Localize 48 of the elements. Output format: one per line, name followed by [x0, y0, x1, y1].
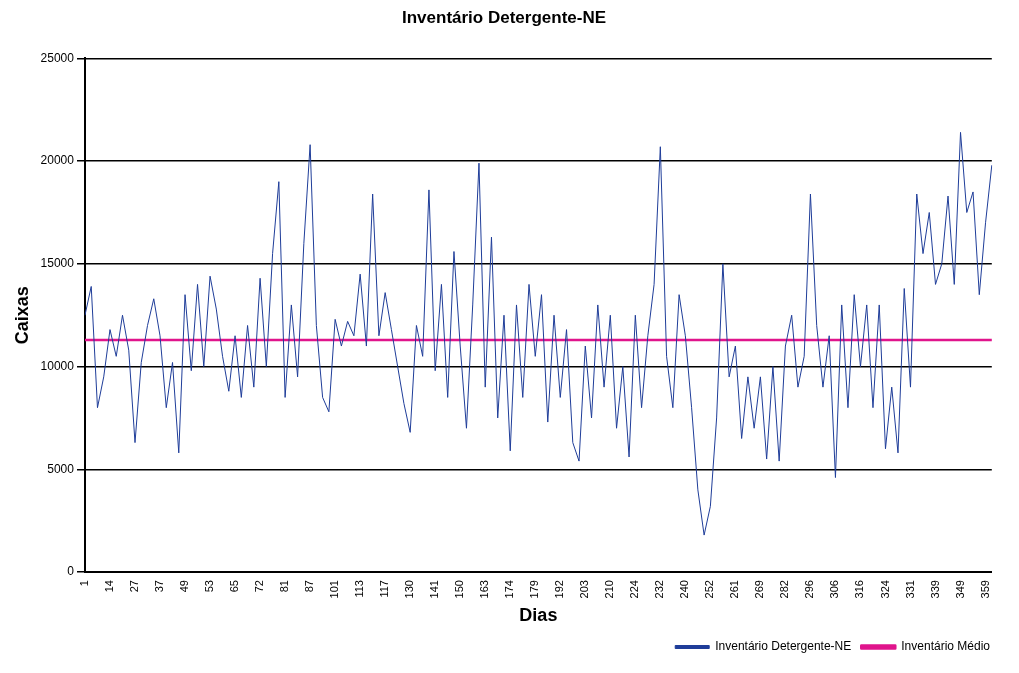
x-tick-label: 65: [228, 580, 241, 593]
x-tick-label: 269: [753, 580, 766, 599]
x-tick-label: 316: [853, 580, 866, 599]
x-tick-label: 224: [628, 580, 641, 599]
x-tick-label: 130: [403, 580, 416, 599]
x-tick-label: 174: [503, 580, 516, 599]
x-tick-label: 53: [203, 580, 216, 593]
x-tick-label: 282: [778, 580, 791, 599]
x-tick-label: 179: [528, 580, 541, 599]
x-tick-label: 81: [278, 580, 291, 593]
x-tick-label: 240: [678, 580, 691, 599]
x-tick-label: 203: [578, 580, 591, 599]
y-tick-label: 20000: [40, 153, 75, 168]
x-tick-label: 117: [378, 580, 391, 598]
x-tick-label: 27: [128, 580, 141, 593]
y-tick-label: 0: [67, 564, 75, 579]
x-tick-label: 349: [953, 580, 966, 599]
y-tick-label: 10000: [40, 358, 75, 373]
x-tick-label: 339: [928, 580, 941, 599]
x-tick-label: 72: [253, 580, 266, 593]
x-tick-label: 37: [153, 580, 166, 593]
x-tick-label: 306: [828, 580, 841, 599]
x-tick-label: 296: [803, 580, 816, 599]
x-tick-label: 49: [178, 580, 191, 593]
x-tick-label: 192: [553, 580, 566, 599]
y-axis-title: Caixas: [11, 286, 32, 345]
x-axis-title: Dias: [519, 605, 558, 626]
x-tick-label: 359: [978, 580, 991, 599]
y-tick-label: 5000: [47, 461, 75, 476]
x-tick-label: 252: [703, 580, 716, 599]
x-tick-label: 101: [328, 580, 341, 599]
legend-label: Inventário Detergente-NE: [715, 639, 852, 654]
x-tick-label: 163: [478, 580, 491, 599]
x-tick-label: 1: [78, 580, 90, 587]
x-tick-label: 14: [103, 580, 116, 593]
x-tick-label: 261: [728, 580, 741, 599]
x-tick-label: 87: [303, 580, 316, 593]
x-tick-label: 113: [353, 580, 366, 598]
x-tick-label: 324: [878, 580, 891, 599]
x-tick-label: 232: [653, 580, 666, 599]
x-tick-label: 331: [903, 580, 916, 599]
chart-title: Inventário Detergente-NE: [401, 7, 607, 27]
y-tick-label: 25000: [40, 50, 75, 65]
legend-label: Inventário Médio: [901, 639, 991, 654]
y-tick-label: 15000: [40, 256, 75, 271]
x-tick-label: 141: [428, 580, 441, 599]
x-tick-label: 150: [453, 580, 466, 599]
x-tick-label: 210: [603, 580, 616, 599]
